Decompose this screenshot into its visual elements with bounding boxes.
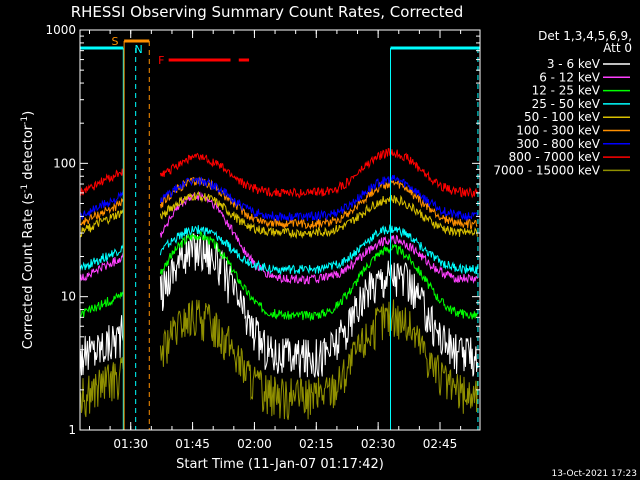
series-line bbox=[159, 233, 478, 378]
legend-header-2: Att 0 bbox=[603, 41, 632, 55]
generated-timestamp: 13-Oct-2021 17:23 bbox=[552, 469, 637, 479]
legend-entry-label: 3 - 6 keV bbox=[547, 57, 601, 71]
legend-entry-label: 300 - 800 keV bbox=[516, 137, 600, 151]
x-tick-label: 02:15 bbox=[299, 437, 334, 451]
x-tick-label: 01:30 bbox=[113, 437, 148, 451]
y-axis-label-sup1: -1 bbox=[20, 184, 30, 193]
night-label: N bbox=[134, 43, 142, 56]
y-tick-label: 1 bbox=[68, 423, 76, 437]
y-axis-label-mid: detector bbox=[21, 124, 36, 184]
series-line bbox=[79, 197, 124, 226]
legend-entry-label: 50 - 100 keV bbox=[524, 110, 601, 124]
legend-header-1: Det 1,3,4,5,6,9, bbox=[538, 29, 632, 43]
legend-entry-label: 12 - 25 keV bbox=[532, 84, 601, 98]
y-tick-label: 100 bbox=[53, 156, 76, 170]
series-line bbox=[159, 224, 478, 275]
series-line bbox=[79, 357, 124, 418]
legend-entry-label: 800 - 7000 keV bbox=[509, 150, 601, 164]
data-series-lines bbox=[79, 148, 478, 420]
series-line bbox=[79, 168, 124, 196]
x-tick-label: 02:30 bbox=[361, 437, 396, 451]
x-tick-label: 02:00 bbox=[237, 437, 272, 451]
y-tick-label: 1000 bbox=[45, 23, 76, 37]
series-line bbox=[159, 148, 478, 199]
series-line bbox=[159, 174, 478, 222]
series-line bbox=[79, 244, 124, 272]
y-axis-label: Corrected Count Rate (s-1 detector-1) bbox=[20, 111, 36, 349]
y-axis-label-sup2: -1 bbox=[20, 116, 30, 125]
series-line bbox=[79, 291, 124, 319]
y-tick-label: 10 bbox=[61, 290, 76, 304]
series-line bbox=[159, 190, 478, 239]
y-axis-label-main: Corrected Count Rate (s bbox=[21, 193, 36, 350]
legend-entry-label: 7000 - 15000 keV bbox=[493, 163, 600, 177]
flare-label: F bbox=[158, 54, 164, 67]
series-line bbox=[79, 191, 124, 221]
x-axis-label: Start Time (11-Jan-07 01:17:42) bbox=[176, 457, 384, 472]
series-line bbox=[159, 191, 478, 285]
x-tick-label: 02:45 bbox=[423, 437, 458, 451]
legend-entry-label: 100 - 300 keV bbox=[516, 124, 600, 138]
saa-label: S bbox=[112, 35, 119, 48]
x-tick-label: 01:45 bbox=[175, 437, 210, 451]
series-line bbox=[159, 299, 478, 420]
legend-entry-label: 6 - 12 keV bbox=[539, 70, 601, 84]
y-axis-ticks: 1 10 100 1000 bbox=[45, 23, 480, 437]
time-annotations: S N F bbox=[80, 35, 480, 430]
series-line bbox=[79, 315, 124, 376]
legend-entry-label: 25 - 50 keV bbox=[532, 97, 601, 111]
x-axis-ticks: 01:30 01:45 02:00 02:15 02:30 02:45 bbox=[88, 30, 462, 451]
plot-frame bbox=[79, 29, 481, 431]
series-line bbox=[159, 231, 478, 322]
series-line bbox=[79, 209, 124, 238]
series-line bbox=[79, 252, 124, 283]
chart-title: RHESSI Observing Summary Count Rates, Co… bbox=[71, 3, 464, 21]
y-axis-label-end: ) bbox=[21, 111, 36, 116]
